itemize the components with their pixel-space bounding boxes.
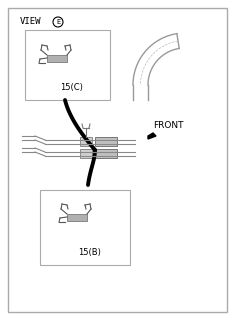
Bar — [95, 149, 117, 158]
Text: E: E — [56, 19, 60, 25]
Polygon shape — [148, 133, 156, 139]
Bar — [40, 190, 130, 265]
Text: 15(B): 15(B) — [78, 248, 102, 257]
Bar — [80, 149, 92, 158]
Bar — [25, 30, 110, 100]
Bar — [80, 137, 92, 146]
Text: VIEW: VIEW — [20, 17, 42, 26]
Bar — [67, 214, 87, 221]
Bar — [95, 137, 117, 146]
Text: FRONT: FRONT — [153, 121, 184, 130]
Text: 15(C): 15(C) — [61, 83, 83, 92]
Bar — [47, 55, 67, 62]
